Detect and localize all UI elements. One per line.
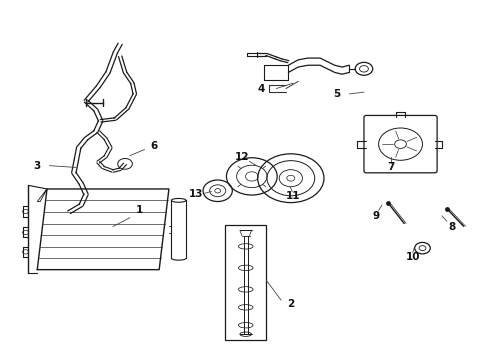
Text: 8: 8 — [447, 222, 454, 231]
Text: 5: 5 — [333, 89, 340, 99]
Text: 9: 9 — [372, 211, 379, 221]
Text: 6: 6 — [150, 141, 158, 151]
Text: 10: 10 — [405, 252, 419, 262]
Text: 12: 12 — [234, 152, 249, 162]
Text: 13: 13 — [188, 189, 203, 199]
Text: 7: 7 — [386, 162, 394, 172]
Text: 2: 2 — [286, 299, 294, 309]
Bar — [224, 225, 266, 339]
Text: 3: 3 — [34, 161, 41, 171]
Text: 4: 4 — [257, 84, 264, 94]
Text: 1: 1 — [136, 206, 143, 216]
Text: 11: 11 — [285, 191, 300, 201]
